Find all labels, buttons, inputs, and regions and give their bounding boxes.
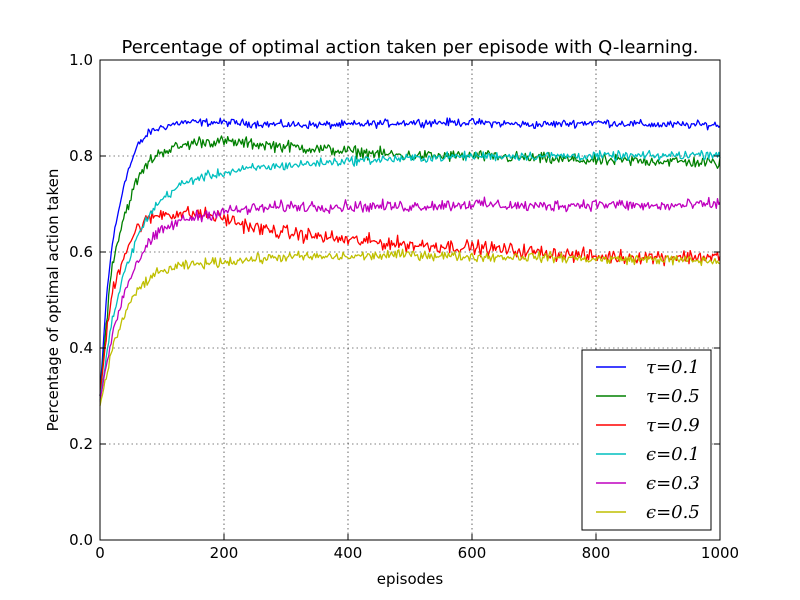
legend-label: τ=0.5 [646, 386, 700, 407]
legend-label: ϵ=0.5 [646, 502, 700, 523]
series-line [99, 196, 721, 402]
x-axis-label: episodes [377, 570, 444, 588]
legend-box [581, 349, 712, 531]
y-tick-labels: 0.0 0.2 0.4 0.6 0.8 1.0 [69, 51, 93, 549]
grid-lines [100, 60, 720, 540]
y-tick-label: 0.8 [69, 147, 93, 165]
axis-ticks [99, 59, 721, 541]
x-tick-labels: 0 200 400 600 800 1000 [95, 544, 739, 562]
legend-label: ϵ=0.3 [646, 473, 700, 494]
x-tick-label: 400 [334, 544, 363, 562]
series-lines [99, 117, 721, 407]
x-tick-label: 0 [95, 544, 105, 562]
legend: τ=0.1 τ=0.5 τ=0.9 ϵ=0.1 ϵ=0.3 ϵ=0.5 [581, 349, 712, 531]
x-tick-label: 600 [458, 544, 487, 562]
y-tick-label: 0.0 [69, 531, 93, 549]
y-tick-label: 0.2 [69, 435, 93, 453]
chart-title: Percentage of optimal action taken per e… [121, 37, 698, 58]
x-tick-label: 1000 [701, 544, 739, 562]
x-tick-label: 800 [582, 544, 611, 562]
x-tick-label: 200 [210, 544, 239, 562]
y-axis-label: Percentage of optimal action taken [44, 169, 62, 432]
legend-label: ϵ=0.1 [646, 444, 700, 465]
plot-frame [99, 59, 721, 541]
y-tick-label: 0.4 [69, 339, 93, 357]
series-line [99, 149, 721, 400]
series-line [99, 248, 721, 407]
y-tick-label: 1.0 [69, 51, 93, 69]
y-tick-label: 0.6 [69, 243, 93, 261]
legend-label: τ=0.9 [646, 415, 700, 436]
series-line [99, 117, 721, 396]
legend-label: τ=0.1 [646, 357, 700, 378]
